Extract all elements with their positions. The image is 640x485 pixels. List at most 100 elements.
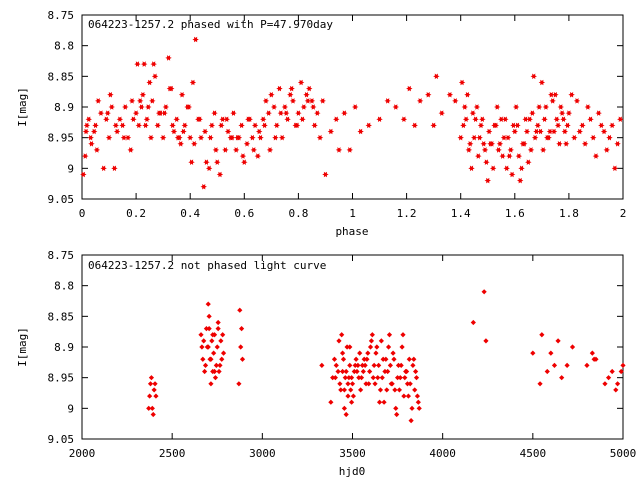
unphased-data-point (218, 338, 224, 344)
unphased-y-tick-label: 9.05 (48, 433, 75, 446)
phased-data-point (192, 36, 199, 43)
phased-data-point (90, 128, 98, 135)
phased-data-point (392, 104, 399, 110)
unphased-data-point (548, 350, 554, 356)
phased-data-point (457, 134, 464, 141)
phased-data-point (112, 122, 120, 129)
phased-data-point (219, 116, 226, 123)
unphased-data-point (593, 356, 599, 362)
phased-y-tick-label: 9 (67, 162, 74, 175)
unphased-data-point (206, 326, 212, 332)
unphased-data-point (358, 387, 364, 393)
unphased-data-point (410, 362, 416, 368)
unphased-data-point (208, 356, 214, 362)
phased-data-point (169, 122, 176, 129)
unphased-data-point (399, 344, 405, 350)
unphased-data-point (609, 368, 615, 375)
unphased-data-point (363, 381, 369, 387)
phased-data-point (600, 128, 608, 135)
phased-data-point (228, 134, 236, 141)
unphased-data-point (551, 362, 558, 368)
unphased-data-point (336, 338, 342, 344)
phased-data-point (603, 147, 610, 153)
unphased-data-point (339, 332, 345, 338)
phased-y-axis-label: I[mag] (16, 87, 29, 127)
phased-data-point (120, 134, 128, 141)
unphased-data-point (368, 338, 375, 344)
unphased-data-point (220, 332, 226, 338)
unphased-data-point (339, 350, 346, 356)
unphased-data-point (393, 405, 399, 411)
unphased-data-point (406, 356, 412, 362)
phased-data-point (549, 98, 556, 104)
phased-data-point (466, 141, 474, 147)
phased-data-point (132, 110, 140, 116)
unphased-data-point (347, 362, 353, 368)
unphased-data-point (404, 381, 411, 387)
phased-plot-title: 064223-1257.2 phased with P=47.970day (88, 18, 333, 31)
unphased-data-point (356, 375, 362, 381)
unphased-y-tick-label: 8.75 (48, 249, 75, 262)
unphased-data-point (340, 356, 347, 362)
phased-data-point (147, 134, 155, 141)
unphased-data-point (210, 332, 216, 338)
unphased-data-point (202, 368, 208, 375)
phased-data-point (425, 91, 432, 98)
unphased-data-point (564, 362, 570, 368)
phased-data-point (498, 116, 505, 123)
unphased-data-point (205, 344, 211, 350)
unphased-data-point (605, 375, 612, 381)
phased-data-point (314, 110, 321, 116)
phased-data-point (150, 61, 157, 67)
unphased-data-point (367, 368, 373, 375)
phased-y-tick-label: 8.95 (48, 132, 75, 145)
unphased-data-point (395, 362, 402, 368)
unphased-data-point (483, 338, 489, 344)
phased-data-point (277, 110, 285, 116)
unphased-data-point (345, 381, 351, 387)
phased-y-tick-label: 8.9 (54, 101, 74, 114)
phased-data-point (491, 122, 498, 129)
phased-data-point (166, 85, 174, 92)
phased-data-point (108, 104, 115, 110)
phased-data-point (538, 79, 546, 86)
phased-data-point (224, 128, 232, 135)
phased-data-point (462, 116, 470, 123)
phased-data-point (127, 147, 134, 153)
phased-data-point (530, 73, 537, 80)
phased-data-point (480, 141, 487, 147)
phased-data-point (557, 104, 564, 110)
phased-data-point (181, 122, 188, 129)
unphased-x-tick-label: 4500 (520, 447, 547, 460)
phased-data-point (223, 116, 230, 123)
unphased-data-point (407, 381, 413, 387)
phased-data-point (525, 159, 532, 165)
phased-data-point (116, 116, 124, 123)
unphased-data-point (358, 375, 365, 381)
phased-data-point (504, 134, 512, 141)
unphased-data-point (383, 356, 389, 362)
phased-data-point (416, 98, 424, 104)
unphased-data-point (215, 319, 221, 326)
phased-x-tick-label: 1.2 (397, 207, 417, 220)
phased-data-point (521, 141, 528, 147)
phased-data-point (297, 79, 305, 86)
unphased-data-point (355, 362, 361, 368)
unphased-data-point (387, 362, 393, 368)
phased-data-point (154, 122, 161, 129)
unphased-y-tick-label: 8.95 (48, 372, 75, 385)
unphased-data-point (220, 350, 227, 356)
unphased-data-point (348, 375, 355, 381)
phased-data-point (211, 110, 218, 116)
phased-data-point (365, 122, 372, 129)
phased-data-point (203, 159, 210, 165)
phased-data-point (476, 134, 483, 141)
unphased-data-point (413, 368, 419, 375)
phased-data-point (573, 98, 581, 104)
phased-data-point (245, 116, 252, 123)
unphased-data-point (386, 332, 393, 338)
phased-data-point (82, 128, 90, 135)
phased-data-point (550, 128, 558, 135)
unphased-data-point (206, 313, 212, 319)
